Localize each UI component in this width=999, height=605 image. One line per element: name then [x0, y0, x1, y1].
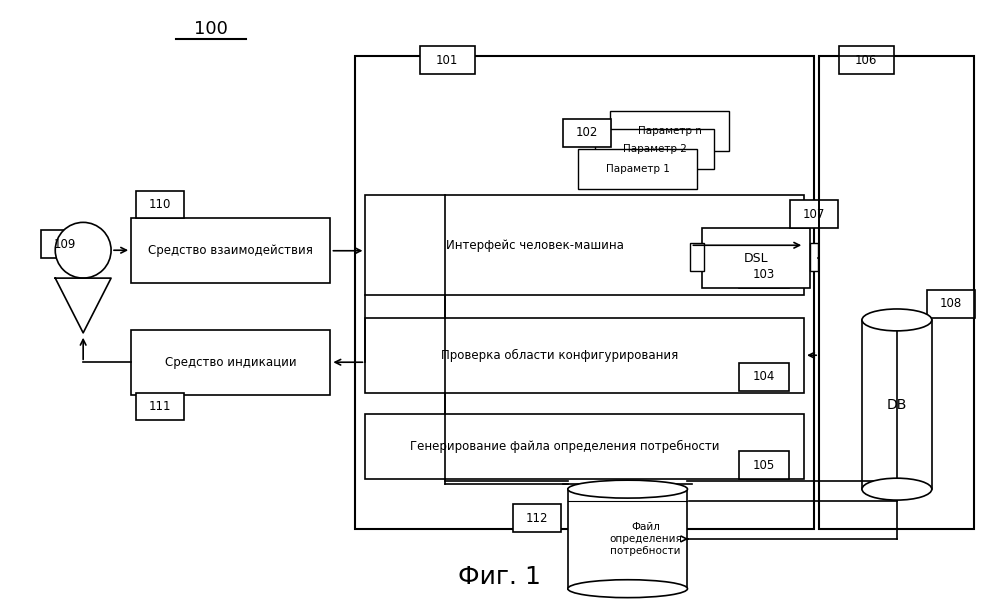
Text: Параметр 1: Параметр 1 — [605, 163, 669, 174]
Bar — [690, 243, 704, 271]
Text: Средство взаимодействия: Средство взаимодействия — [148, 244, 314, 257]
Bar — [819, 56, 974, 529]
Text: DSL: DSL — [744, 252, 768, 265]
Bar — [131, 218, 331, 283]
Bar — [739, 451, 789, 479]
Bar — [927, 290, 975, 318]
Bar — [790, 200, 838, 228]
Text: 106: 106 — [855, 54, 877, 67]
Text: 112: 112 — [525, 511, 548, 525]
Bar — [862, 320, 932, 489]
Bar — [567, 489, 687, 589]
Text: 103: 103 — [753, 267, 775, 281]
Bar — [136, 191, 184, 218]
Bar — [810, 243, 818, 271]
Bar — [366, 195, 804, 295]
Bar — [739, 363, 789, 391]
Text: 107: 107 — [803, 208, 825, 221]
Text: 104: 104 — [753, 370, 775, 383]
Bar — [366, 318, 804, 393]
Text: 110: 110 — [149, 198, 171, 211]
Text: 109: 109 — [54, 238, 76, 250]
Text: 102: 102 — [575, 126, 598, 139]
Bar — [366, 414, 804, 479]
Text: DB: DB — [887, 397, 907, 411]
Bar — [739, 260, 789, 288]
Ellipse shape — [862, 309, 932, 331]
Bar — [136, 393, 184, 420]
Bar — [562, 119, 610, 147]
Text: Параметр n: Параметр n — [637, 126, 701, 136]
Text: Интерфейс человек-машина: Интерфейс человек-машина — [446, 239, 623, 252]
Text: 105: 105 — [753, 459, 775, 472]
Text: 101: 101 — [436, 54, 459, 67]
Text: 108: 108 — [940, 298, 962, 310]
Bar — [421, 46, 476, 74]
Text: Генерирование файла определения потребности: Генерирование файла определения потребно… — [410, 440, 719, 453]
Text: Файл
определения
потребности: Файл определения потребности — [609, 522, 682, 555]
Text: Средство индикации: Средство индикации — [165, 356, 297, 368]
Bar — [512, 504, 560, 532]
Circle shape — [55, 223, 111, 278]
Ellipse shape — [567, 580, 687, 598]
Bar — [609, 111, 729, 151]
Text: Фиг. 1: Фиг. 1 — [458, 564, 540, 589]
Bar — [839, 46, 894, 74]
Bar — [41, 231, 89, 258]
Ellipse shape — [862, 478, 932, 500]
Bar — [131, 330, 331, 394]
Ellipse shape — [567, 480, 687, 498]
Text: 111: 111 — [149, 400, 171, 413]
Text: Параметр 2: Параметр 2 — [622, 144, 686, 154]
Text: 100: 100 — [194, 20, 228, 38]
Bar — [577, 149, 697, 189]
Bar — [594, 129, 714, 169]
Bar — [356, 56, 814, 529]
Text: Проверка области конфигурирования: Проверка области конфигурирования — [442, 348, 678, 362]
Bar — [702, 228, 810, 288]
